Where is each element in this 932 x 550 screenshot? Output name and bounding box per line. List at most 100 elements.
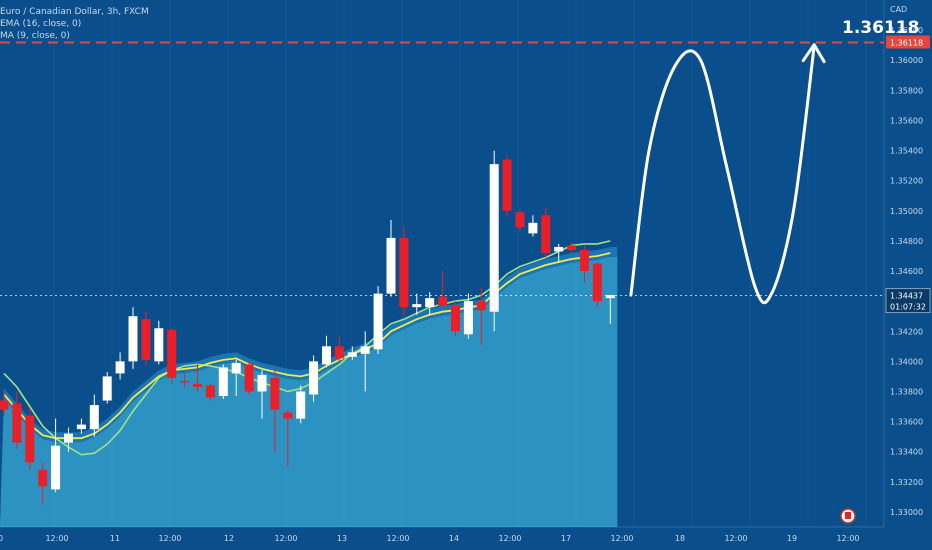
x-tick-label: 12:00	[610, 534, 633, 543]
countdown-text: 01:07:32	[890, 303, 926, 312]
x-tick-label: 12:00	[45, 534, 68, 543]
currency-label: CAD	[890, 5, 907, 14]
x-tick-label: 12:00	[498, 534, 521, 543]
x-tick-label: 12	[224, 534, 234, 543]
y-tick-label: 1.34200	[890, 327, 923, 336]
candle-body	[438, 296, 448, 306]
target-price-badge-text: 1.36118	[890, 39, 923, 48]
candle-body	[580, 249, 589, 272]
candle-body	[399, 237, 409, 308]
candle-body	[115, 361, 125, 374]
projection-layer	[629, 43, 826, 305]
candle-body	[476, 301, 486, 311]
y-tick-label: 1.35600	[890, 117, 923, 126]
x-tick-label: 17	[561, 534, 571, 543]
chart-legend: Euro / Canadian Dollar, 3h, FXCM EMA (16…	[0, 6, 149, 42]
x-tick-label: 12:00	[386, 534, 409, 543]
candle-body	[128, 316, 138, 362]
area-layer	[0, 247, 618, 527]
candle-body	[373, 293, 383, 350]
canada-flag-leaf	[845, 512, 851, 519]
target-price-badge	[886, 35, 930, 49]
x-tick-label: 10	[0, 534, 3, 543]
candle-body	[102, 376, 112, 401]
candle-body	[231, 362, 241, 374]
y-tick-label: 1.33800	[890, 388, 923, 397]
x-tick-label: 19	[787, 534, 797, 543]
x-tick-label: 14	[449, 534, 459, 543]
candle-body	[244, 364, 254, 392]
candle-body	[322, 346, 331, 365]
x-tick-label: 18	[675, 534, 685, 543]
candle-body	[334, 346, 344, 359]
lower-band-area	[0, 257, 618, 527]
moving-average-layer	[3, 240, 611, 456]
candle-body	[38, 469, 48, 487]
candle-body	[193, 383, 202, 387]
y-tick-label: 1.34600	[890, 267, 923, 276]
x-tick-label: 12:00	[724, 534, 747, 543]
x-tick-label: 12:00	[158, 534, 181, 543]
candle-body	[463, 301, 473, 335]
candle-body	[89, 405, 99, 430]
candle-body	[141, 319, 151, 360]
legend-ma: MA (9, close, 0)	[0, 31, 70, 41]
x-tick-label: 13	[337, 534, 347, 543]
candle-body	[167, 329, 177, 378]
y-tick-label: 1.33200	[890, 478, 923, 487]
y-tick-label: 1.34800	[890, 237, 923, 246]
y-tick-label: 1.34000	[890, 357, 923, 366]
y-tick-label: 1.36000	[890, 56, 923, 65]
ma-line	[3, 240, 611, 456]
current-price-badge	[885, 288, 931, 314]
candle-body	[64, 433, 73, 443]
candle-body	[0, 400, 9, 410]
y-tick-label: 1.33000	[890, 508, 923, 517]
candle-body	[296, 391, 306, 419]
legend-ema: EMA (16, close, 0)	[0, 19, 82, 29]
candle-body	[541, 215, 551, 253]
candle-body	[592, 263, 602, 302]
candle-body	[567, 245, 577, 250]
candle-body	[425, 298, 435, 308]
legend-symbol: Euro / Canadian Dollar, 3h, FXCM	[0, 7, 149, 17]
current-price-text: 1.34437	[890, 292, 923, 301]
candle-body	[283, 412, 293, 419]
candle-body	[489, 164, 499, 312]
candle-body	[360, 346, 370, 354]
y-tick-label: 1.33400	[890, 448, 923, 457]
y-tick-label: 1.35400	[890, 147, 923, 156]
x-tick-label: 11	[110, 534, 120, 543]
candles-layer	[0, 150, 615, 505]
candle-body	[347, 352, 357, 357]
y-tick-label: 1.35200	[890, 177, 923, 186]
candle-body	[205, 385, 215, 398]
candle-body	[412, 304, 422, 308]
candle-body	[528, 222, 538, 234]
x-tick-label: 12:00	[836, 534, 859, 543]
projection-arrowhead	[801, 43, 826, 64]
candle-body	[218, 367, 228, 397]
candle-body	[51, 445, 61, 490]
candle-body	[515, 212, 525, 228]
candle-body	[502, 159, 512, 211]
candle-body	[270, 377, 280, 410]
candle-body	[386, 237, 396, 294]
candle-body	[12, 403, 22, 443]
candle-body	[309, 361, 319, 395]
y-tick-label: 1.36200	[890, 26, 923, 35]
projection-curve	[629, 45, 816, 305]
candle-body	[25, 415, 35, 463]
y-tick-label: 1.35800	[890, 86, 923, 95]
candle-body	[154, 328, 164, 362]
x-axis-band	[0, 527, 932, 550]
target-layer	[0, 41, 884, 296]
candle-body	[180, 380, 190, 383]
candle-body	[554, 246, 564, 252]
candle-body	[76, 424, 86, 430]
ema-line	[3, 252, 611, 440]
target-price-annotation: 1.36118	[842, 18, 920, 38]
candle-body	[257, 374, 267, 392]
